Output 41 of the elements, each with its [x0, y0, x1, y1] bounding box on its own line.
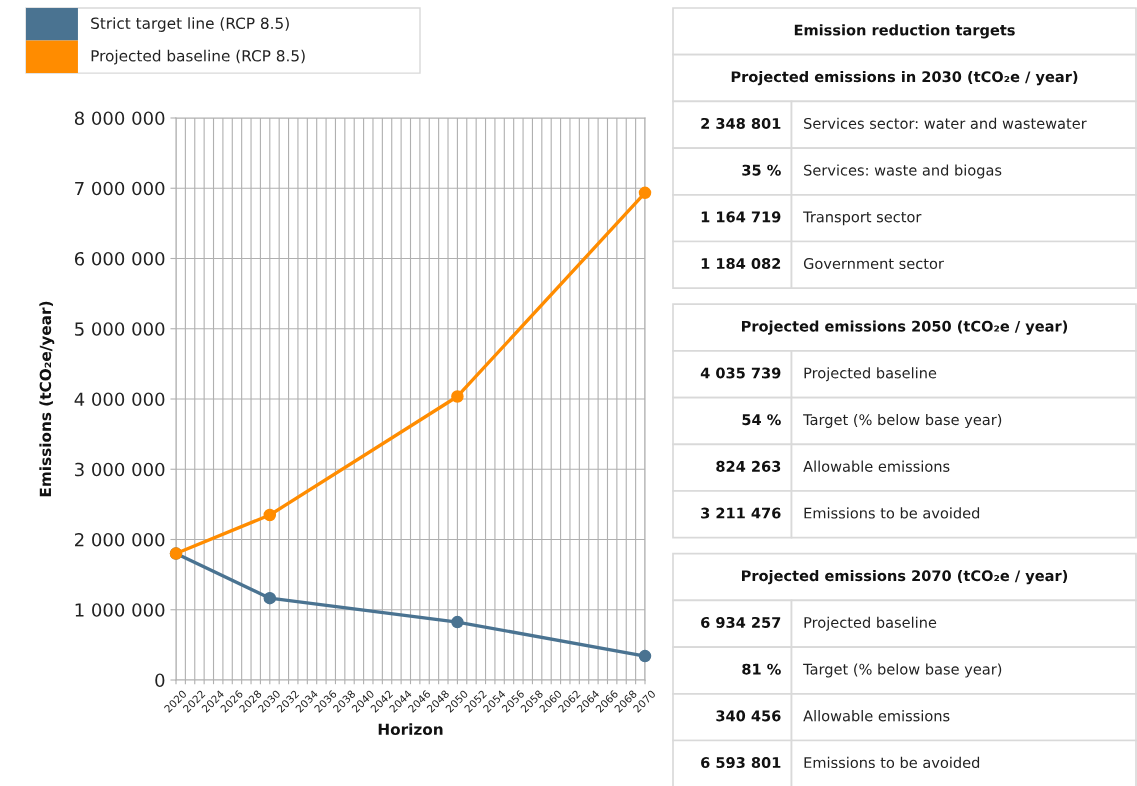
text: Services: waste and biogas [804, 164, 1002, 179]
text: 81 % [742, 663, 781, 675]
text: 824 263 [716, 460, 781, 472]
text: Target (% below base year) [803, 663, 1002, 678]
text: Allowable emissions [803, 460, 950, 472]
text: 1 164 719 [701, 211, 781, 223]
text: 54 % [742, 414, 781, 426]
y-axis-title: Emissions (tCO₂e/year) [39, 301, 55, 497]
y-tick-label: 0 [155, 673, 165, 688]
text: 4 035 739 [700, 367, 781, 379]
text: Projected emissions in 2030 (tCO₂e / year) [731, 70, 1078, 86]
y-tick-label: 6 000 000 [74, 251, 165, 266]
y-tick-label: 4 000 000 [74, 392, 165, 407]
text: Services sector: water and wastewater [804, 117, 1087, 129]
text: 3 211 476 [701, 507, 781, 519]
text: 2 348 801 [701, 117, 781, 129]
x-axis-title: Horizon [378, 723, 443, 736]
text: Projected baseline [804, 367, 937, 382]
text: Transport sector [803, 211, 922, 226]
y-tick-label: 5 000 000 [75, 322, 165, 336]
text: Emission reduction targets [794, 24, 1015, 39]
legend-label: Projected baseline (RCP 8.5) [91, 49, 305, 65]
text: Allowable emissions [803, 710, 950, 722]
text: Projected baseline [804, 616, 937, 631]
text: 1 184 082 [701, 258, 781, 270]
text: Emissions to be avoided [804, 756, 980, 769]
text: 6 934 257 [701, 616, 781, 628]
y-tick-label: 7 000 000 [75, 181, 165, 196]
text: 35 % [742, 164, 781, 176]
text: Target (% below base year) [803, 413, 1002, 429]
y-tick-label: 2 000 000 [75, 532, 165, 547]
text: Emissions to be avoided [804, 507, 980, 519]
y-tick-label: 8 000 000 [74, 111, 165, 126]
text: 340 456 [716, 710, 781, 722]
text: 6 593 801 [701, 757, 781, 769]
y-tick-label: 1 000 000 [75, 603, 165, 617]
y-tick-label: 3 000 000 [75, 462, 165, 477]
legend-label: Strict target line (RCP 8.5) [91, 17, 289, 32]
text: Projected emissions 2050 (tCO₂e / year) [742, 320, 1068, 335]
text: Projected emissions 2070 (tCO₂e / year) [742, 569, 1068, 585]
text: Government sector [803, 258, 944, 270]
